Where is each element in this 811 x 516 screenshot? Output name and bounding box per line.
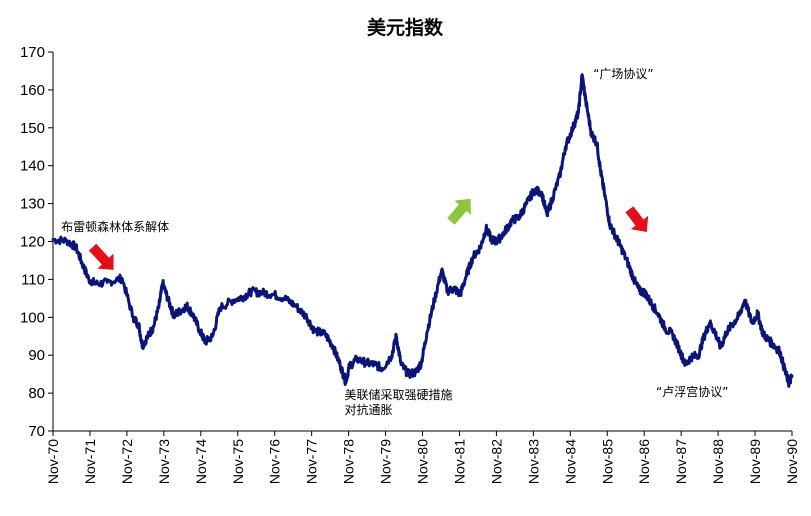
y-tick-label: 130	[20, 196, 45, 213]
annotation-text: 布雷顿森林体系解体	[61, 219, 169, 234]
y-tick-label: 80	[28, 385, 45, 402]
x-tick-label: Nov-89	[747, 439, 763, 484]
x-tick-label: Nov-74	[193, 439, 209, 484]
annotation-text: 美联储采取强硬措施	[345, 387, 453, 402]
x-tick-label: Nov-72	[119, 439, 135, 484]
y-tick-label: 140	[20, 158, 45, 175]
x-tick-label: Nov-86	[636, 439, 652, 484]
x-tick-label: Nov-75	[230, 439, 246, 484]
chart-title: 美元指数	[367, 16, 444, 39]
y-tick-label: 70	[28, 423, 45, 440]
x-tick-label: Nov-83	[525, 439, 541, 484]
y-tick-label: 100	[20, 309, 45, 326]
annotation-text: 对抗通胀	[345, 402, 393, 417]
x-tick-label: Nov-70	[45, 439, 61, 484]
y-tick-label: 150	[20, 120, 45, 137]
x-tick-label: Nov-73	[156, 439, 172, 484]
x-tick-label: Nov-71	[82, 439, 98, 484]
x-tick-label: Nov-77	[304, 439, 320, 484]
up-arrow-1981	[447, 198, 471, 225]
x-tick-label: Nov-82	[488, 439, 504, 484]
x-tick-label: Nov-81	[451, 439, 467, 484]
y-tick-label: 110	[21, 271, 45, 288]
annotation-text: “广场协议”	[593, 66, 653, 81]
y-tick-label: 160	[20, 82, 45, 99]
y-tick-label: 120	[20, 234, 45, 251]
down-arrow-1971	[88, 243, 114, 270]
x-tick-label: Nov-84	[562, 439, 578, 484]
x-tick-label: Nov-90	[784, 439, 800, 484]
x-tick-label: Nov-76	[267, 439, 283, 484]
y-axis-ticks: 70 80 90 100 110 120 130 140 150 160 170	[20, 44, 53, 440]
x-axis-ticks: Nov-70 Nov-71 Nov-72 Nov-73 Nov-74 Nov-75 Nov-…	[45, 431, 800, 484]
y-tick-label: 90	[28, 347, 45, 364]
x-tick-label: Nov-79	[378, 439, 394, 484]
y-tick-label: 170	[20, 44, 45, 61]
x-tick-label: Nov-88	[710, 439, 726, 484]
down-arrow-1985	[625, 206, 649, 232]
trend-arrows	[88, 198, 649, 270]
dollar-index-line	[51, 73, 794, 388]
annotation-text: “卢浮宫协议”	[656, 384, 728, 399]
x-tick-label: Nov-78	[341, 439, 357, 484]
x-tick-label: Nov-85	[599, 439, 615, 484]
x-tick-label: Nov-80	[415, 439, 431, 484]
x-tick-label: Nov-87	[673, 439, 689, 484]
